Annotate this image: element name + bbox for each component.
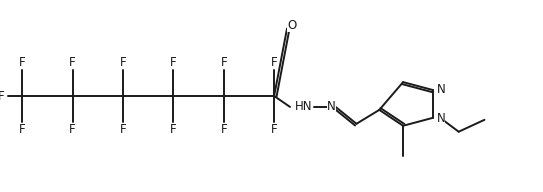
Text: F: F: [19, 56, 26, 69]
Text: N: N: [437, 83, 445, 96]
Text: F: F: [220, 56, 227, 69]
Text: F: F: [19, 123, 26, 136]
Text: F: F: [170, 123, 176, 136]
Text: O: O: [287, 19, 296, 32]
Text: HN: HN: [295, 100, 313, 113]
Text: F: F: [69, 56, 76, 69]
Text: F: F: [170, 56, 176, 69]
Text: F: F: [271, 56, 277, 69]
Text: N: N: [327, 100, 336, 113]
Text: F: F: [0, 89, 4, 103]
Text: F: F: [271, 123, 277, 136]
Text: F: F: [119, 123, 126, 136]
Text: F: F: [69, 123, 76, 136]
Text: F: F: [119, 56, 126, 69]
Text: F: F: [220, 123, 227, 136]
Text: N: N: [437, 112, 445, 125]
